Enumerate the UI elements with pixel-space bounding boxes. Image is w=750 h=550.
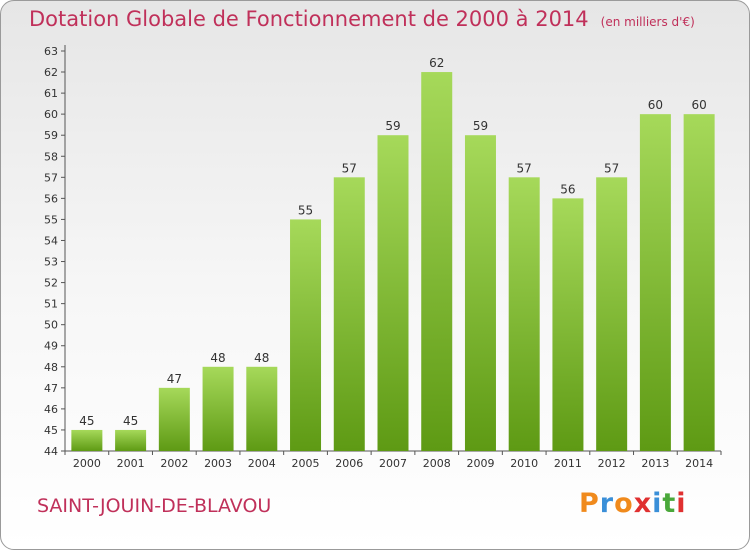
y-tick-label: 54 — [44, 234, 58, 247]
value-label-2014: 60 — [691, 98, 706, 112]
y-tick-label: 52 — [44, 277, 58, 290]
y-tick-label: 62 — [44, 66, 58, 79]
bar-2011 — [552, 198, 584, 451]
commune-name: SAINT-JOUIN-DE-BLAVOU — [37, 495, 272, 517]
logo-letter: r — [599, 488, 615, 519]
logo-letter: P — [579, 488, 600, 519]
value-label-2005: 55 — [298, 203, 313, 217]
logo-letter: x — [633, 488, 653, 519]
x-tick-label-2013: 2013 — [641, 457, 669, 470]
chart-title: Dotation Globale de Fonctionnement de 20… — [29, 7, 695, 31]
value-label-2000: 45 — [79, 414, 94, 428]
logo-letter: i — [652, 488, 663, 519]
bar-2012 — [596, 177, 628, 451]
y-tick-label: 61 — [44, 87, 58, 100]
bar-2004 — [246, 366, 278, 451]
bar-2010 — [508, 177, 540, 451]
logo-letter: i — [676, 488, 687, 519]
bar-2006 — [333, 177, 365, 451]
y-tick-label: 51 — [44, 298, 58, 311]
y-tick-label: 63 — [44, 45, 58, 58]
y-tick-label: 58 — [44, 150, 58, 163]
y-tick-label: 55 — [44, 213, 58, 226]
bar-2013 — [639, 114, 671, 451]
x-tick-label-2009: 2009 — [466, 457, 494, 470]
value-label-2012: 57 — [604, 161, 619, 175]
bar-2008 — [421, 72, 453, 451]
y-tick-label: 49 — [44, 340, 58, 353]
x-tick-label-2012: 2012 — [598, 457, 626, 470]
y-tick-label: 60 — [44, 108, 58, 121]
y-tick-label: 59 — [44, 129, 58, 142]
logo-letter: o — [614, 488, 634, 519]
x-tick-label-2011: 2011 — [554, 457, 582, 470]
y-tick-label: 56 — [44, 192, 58, 205]
value-label-2013: 60 — [648, 98, 663, 112]
x-tick-label-2003: 2003 — [204, 457, 232, 470]
value-label-2008: 62 — [429, 56, 444, 70]
chart-unit: (en milliers d'€) — [600, 15, 695, 29]
value-label-2009: 59 — [473, 119, 488, 133]
value-label-2002: 47 — [167, 372, 182, 386]
chart-bars — [71, 72, 715, 452]
value-label-2003: 48 — [210, 351, 225, 365]
y-tick-label: 44 — [44, 445, 58, 458]
chart-axes: 44 45 46 47 48 49 50 51 52 53 54 55 56 57 58 59 60 61 62 63… — [44, 45, 722, 470]
y-tick-label: 48 — [44, 361, 58, 374]
value-label-2004: 48 — [254, 351, 269, 365]
y-tick-label: 46 — [44, 403, 58, 416]
x-tick-label-2005: 2005 — [292, 457, 320, 470]
chart-title-text: Dotation Globale de Fonctionnement de 20… — [29, 7, 589, 31]
proxiti-logo: Proxiti — [579, 488, 687, 519]
x-tick-label-2008: 2008 — [423, 457, 451, 470]
value-label-2001: 45 — [123, 414, 138, 428]
x-tick-label-2007: 2007 — [379, 457, 407, 470]
bar-2005 — [290, 219, 322, 451]
bar-2000 — [71, 429, 103, 451]
bar-2001 — [115, 429, 147, 451]
value-label-2011: 56 — [560, 182, 575, 196]
bar-2014 — [683, 114, 715, 451]
bar-2003 — [202, 366, 234, 451]
y-tick-label: 57 — [44, 171, 58, 184]
logo-letter: t — [662, 488, 677, 519]
x-tick-label-2000: 2000 — [73, 457, 101, 470]
bar-2009 — [464, 135, 496, 452]
y-tick-label: 50 — [44, 319, 58, 332]
x-tick-label-2002: 2002 — [160, 457, 188, 470]
value-label-2006: 57 — [342, 161, 357, 175]
x-tick-label-2014: 2014 — [685, 457, 713, 470]
y-tick-label: 47 — [44, 382, 58, 395]
bar-2002 — [158, 387, 190, 451]
x-tick-label-2006: 2006 — [335, 457, 363, 470]
value-label-2010: 57 — [517, 161, 532, 175]
value-label-2007: 59 — [385, 119, 400, 133]
y-tick-label: 53 — [44, 256, 58, 269]
x-tick-label-2004: 2004 — [248, 457, 276, 470]
chart-value-labels: 45 45 47 48 48 55 57 59 62 59 57 56 57 60 60 — [79, 56, 707, 428]
bar-2007 — [377, 135, 409, 452]
x-tick-label-2001: 2001 — [117, 457, 145, 470]
y-tick-label: 45 — [44, 424, 58, 437]
x-tick-label-2010: 2010 — [510, 457, 538, 470]
